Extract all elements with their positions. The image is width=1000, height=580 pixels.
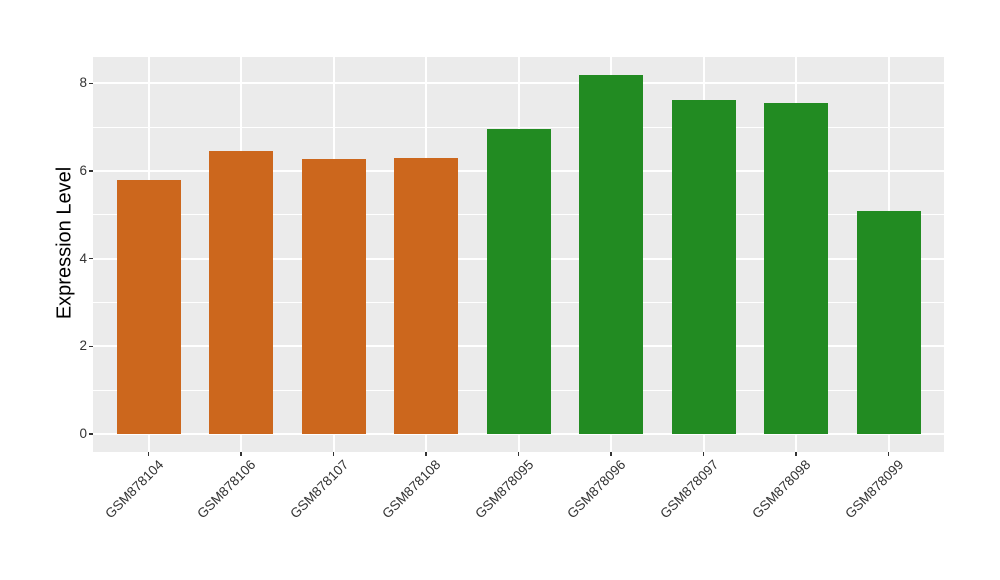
- x-tick-label-GSM878097: GSM878097: [656, 457, 722, 522]
- x-tick-label-GSM878095: GSM878095: [471, 457, 537, 522]
- x-tick-mark-GSM878106: [240, 452, 242, 456]
- x-tick-mark-GSM878107: [332, 452, 335, 456]
- bar-GSM878104: [116, 179, 181, 434]
- plot-panel: [93, 57, 944, 452]
- y-tick-label-0: 0: [79, 426, 87, 441]
- x-tick-mark-GSM878099: [887, 452, 890, 456]
- y-tick-mark-4: [89, 257, 93, 260]
- bar-GSM878106: [209, 150, 273, 434]
- y-tick-mark-0: [89, 433, 93, 435]
- x-tick-label-GSM878104: GSM878104: [101, 457, 167, 522]
- x-tick-label-GSM878108: GSM878108: [379, 457, 444, 522]
- bar-GSM878095: [486, 128, 551, 434]
- bar-GSM878107: [301, 159, 366, 434]
- x-tick-label-GSM878107: GSM878107: [286, 457, 352, 522]
- y-tick-label-8: 8: [79, 75, 87, 91]
- bar-GSM878097: [671, 99, 736, 434]
- y-tick-label-2: 2: [79, 338, 87, 354]
- y-tick-label-4: 4: [79, 250, 87, 266]
- x-tick-label-GSM878096: GSM878096: [564, 457, 629, 522]
- y-axis-title: Expression Level: [53, 166, 76, 320]
- y-tick-mark-6: [89, 170, 93, 172]
- y-tick-label-6: 6: [79, 162, 87, 178]
- y-tick-mark-8: [89, 82, 93, 85]
- x-tick-mark-GSM878098: [795, 452, 797, 456]
- bar-GSM878108: [394, 157, 458, 434]
- x-tick-mark-GSM878108: [425, 452, 427, 456]
- bar-GSM878098: [764, 103, 828, 434]
- x-tick-mark-GSM878104: [147, 452, 150, 456]
- x-tick-label-GSM878098: GSM878098: [749, 457, 814, 522]
- bar-GSM878099: [856, 210, 921, 434]
- x-tick-mark-GSM878095: [517, 452, 520, 456]
- x-tick-label-GSM878099: GSM878099: [841, 457, 907, 522]
- bar-GSM878096: [579, 74, 643, 434]
- x-tick-label-GSM878106: GSM878106: [194, 457, 259, 522]
- x-tick-mark-GSM878097: [702, 452, 705, 456]
- y-tick-mark-2: [89, 345, 93, 348]
- x-tick-mark-GSM878096: [610, 452, 612, 456]
